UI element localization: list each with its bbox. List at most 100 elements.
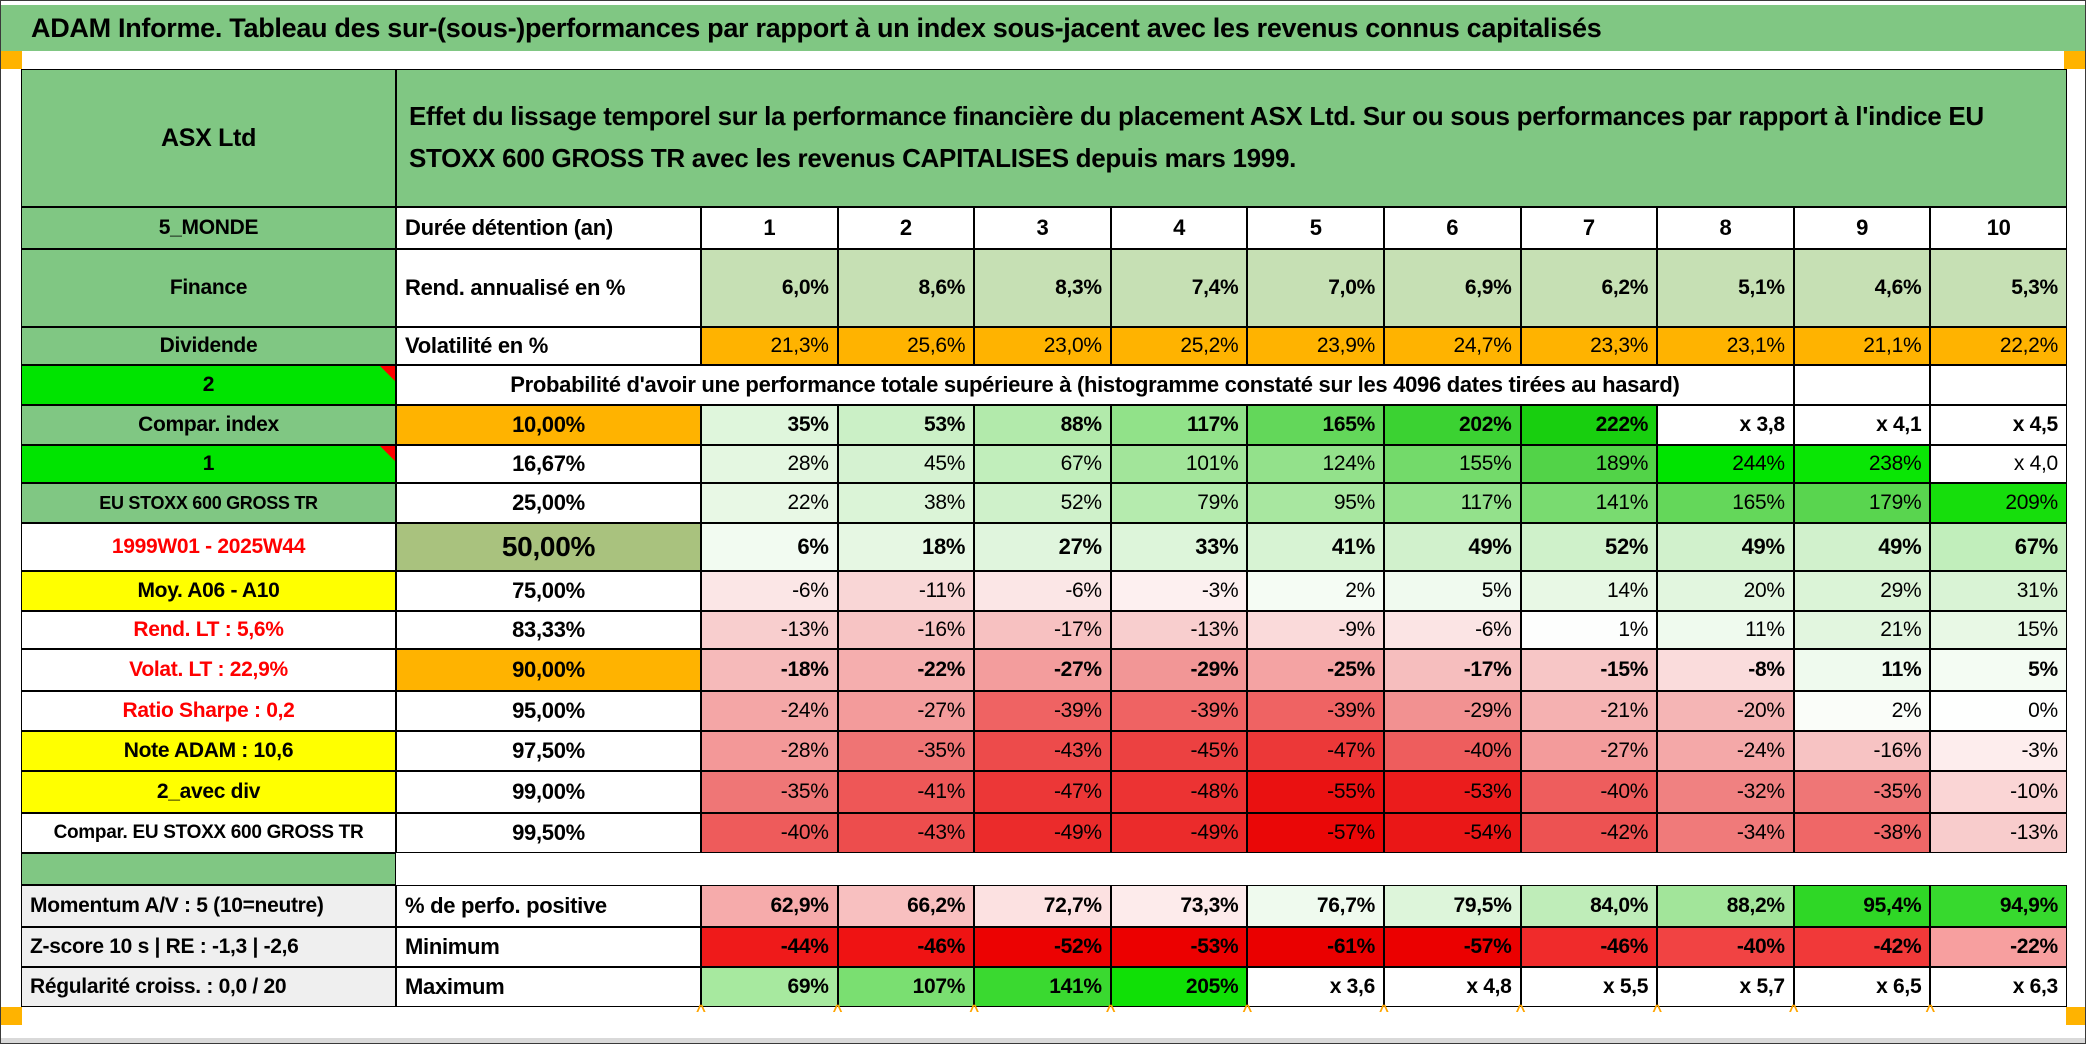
proba-50-value-cell[interactable]: 49%	[1657, 523, 1794, 571]
proba-83-value-cell[interactable]: -9%	[1247, 611, 1384, 649]
proba-16-67-value-cell[interactable]: 238%	[1793, 445, 1931, 483]
probabilite-titre-label-cell[interactable]: 2	[21, 365, 396, 405]
proba-90-value-cell[interactable]: -18%	[701, 649, 838, 691]
proba-97-5-value-cell[interactable]: -3%	[1930, 731, 2067, 771]
proba-25-label-cell[interactable]: EU STOXX 600 GROSS TR	[21, 483, 396, 523]
proba-99-value-cell[interactable]: -40%	[1520, 771, 1658, 813]
proba-75-header-cell[interactable]: 75,00%	[396, 571, 701, 611]
proba-97-5-value-cell[interactable]: -24%	[1657, 731, 1794, 771]
maximum-value-cell[interactable]: 107%	[837, 967, 975, 1007]
duree-detention-value-cell[interactable]: 1	[701, 207, 838, 249]
proba-99-5-value-cell[interactable]: -42%	[1520, 813, 1658, 853]
proba-10-value-cell[interactable]: x 3,8	[1657, 405, 1794, 445]
minimum-value-cell[interactable]: -40%	[1657, 927, 1794, 967]
proba-75-value-cell[interactable]: 14%	[1520, 571, 1658, 611]
proba-99-5-value-cell[interactable]: -57%	[1247, 813, 1384, 853]
duree-detention-value-cell[interactable]: 3	[974, 207, 1111, 249]
volatilite-value-cell[interactable]: 25,2%	[1110, 327, 1248, 365]
proba-16-67-value-cell[interactable]: 67%	[974, 445, 1111, 483]
minimum-label-cell[interactable]: Z-score 10 s | RE : -1,3 | -2,6	[21, 927, 396, 967]
proba-90-label-cell[interactable]: Volat. LT : 22,9%	[21, 649, 396, 691]
proba-95-header-cell[interactable]: 95,00%	[396, 691, 701, 731]
duree-detention-header-cell[interactable]: Durée détention (an)	[396, 207, 701, 249]
maximum-value-cell[interactable]: 205%	[1110, 967, 1248, 1007]
rendement-annualise-value-cell[interactable]: 5,1%	[1657, 249, 1794, 327]
proba-83-value-cell[interactable]: -16%	[837, 611, 975, 649]
minimum-header-cell[interactable]: Minimum	[396, 927, 701, 967]
proba-25-value-cell[interactable]: 165%	[1657, 483, 1794, 523]
rendement-annualise-value-cell[interactable]: 8,3%	[974, 249, 1111, 327]
proba-83-value-cell[interactable]: -17%	[974, 611, 1111, 649]
proba-83-value-cell[interactable]: 15%	[1930, 611, 2067, 649]
proba-99-5-value-cell[interactable]: -38%	[1793, 813, 1931, 853]
proba-97-5-value-cell[interactable]: -45%	[1110, 731, 1248, 771]
volatilite-value-cell[interactable]: 23,9%	[1247, 327, 1384, 365]
proba-90-value-cell[interactable]: 5%	[1930, 649, 2067, 691]
proba-90-value-cell[interactable]: -15%	[1520, 649, 1658, 691]
perfo-positive-label-cell[interactable]: Momentum A/V : 5 (10=neutre)	[21, 885, 396, 927]
proba-99-value-cell[interactable]: -41%	[837, 771, 975, 813]
maximum-header-cell[interactable]: Maximum	[396, 967, 701, 1007]
proba-25-value-cell[interactable]: 141%	[1520, 483, 1658, 523]
proba-25-value-cell[interactable]: 117%	[1383, 483, 1521, 523]
proba-97-5-label-cell[interactable]: Note ADAM : 10,6	[21, 731, 396, 771]
proba-16-67-value-cell[interactable]: 124%	[1247, 445, 1384, 483]
proba-16-67-value-cell[interactable]: 155%	[1383, 445, 1521, 483]
rendement-annualise-value-cell[interactable]: 7,4%	[1110, 249, 1248, 327]
perfo-positive-value-cell[interactable]: 76,7%	[1247, 885, 1384, 927]
proba-10-value-cell[interactable]: x 4,1	[1793, 405, 1931, 445]
proba-99-5-value-cell[interactable]: -54%	[1383, 813, 1521, 853]
proba-50-value-cell[interactable]: 49%	[1793, 523, 1931, 571]
proba-16-67-value-cell[interactable]: 101%	[1110, 445, 1248, 483]
proba-83-label-cell[interactable]: Rend. LT : 5,6%	[21, 611, 396, 649]
maximum-value-cell[interactable]: x 4,8	[1383, 967, 1521, 1007]
proba-50-value-cell[interactable]: 6%	[701, 523, 838, 571]
proba-83-value-cell[interactable]: 1%	[1520, 611, 1658, 649]
proba-97-5-value-cell[interactable]: -27%	[1520, 731, 1658, 771]
proba-95-value-cell[interactable]: -39%	[1247, 691, 1384, 731]
proba-95-value-cell[interactable]: -21%	[1520, 691, 1658, 731]
proba-75-value-cell[interactable]: 2%	[1247, 571, 1384, 611]
proba-95-value-cell[interactable]: -39%	[1110, 691, 1248, 731]
probabilite-titre-empty-cell[interactable]	[1930, 365, 2067, 405]
proba-50-value-cell[interactable]: 49%	[1383, 523, 1521, 571]
maximum-value-cell[interactable]: x 3,6	[1247, 967, 1384, 1007]
duree-detention-label-cell[interactable]: 5_MONDE	[21, 207, 396, 249]
proba-95-value-cell[interactable]: -20%	[1657, 691, 1794, 731]
proba-50-value-cell[interactable]: 18%	[837, 523, 975, 571]
minimum-value-cell[interactable]: -61%	[1247, 927, 1384, 967]
proba-10-value-cell[interactable]: 222%	[1520, 405, 1658, 445]
minimum-value-cell[interactable]: -42%	[1793, 927, 1931, 967]
table-description-cell[interactable]: Effet du lissage temporel sur la perform…	[396, 69, 2067, 207]
proba-25-value-cell[interactable]: 22%	[701, 483, 838, 523]
proba-10-value-cell[interactable]: x 4,5	[1930, 405, 2067, 445]
proba-95-value-cell[interactable]: -39%	[974, 691, 1111, 731]
duree-detention-value-cell[interactable]: 5	[1247, 207, 1384, 249]
proba-99-5-value-cell[interactable]: -40%	[701, 813, 838, 853]
rendement-annualise-value-cell[interactable]: 6,0%	[701, 249, 838, 327]
volatilite-value-cell[interactable]: 25,6%	[837, 327, 975, 365]
proba-99-5-value-cell[interactable]: -49%	[1110, 813, 1248, 853]
duree-detention-value-cell[interactable]: 9	[1793, 207, 1931, 249]
proba-90-value-cell[interactable]: -29%	[1110, 649, 1248, 691]
proba-99-header-cell[interactable]: 99,00%	[396, 771, 701, 813]
rendement-annualise-value-cell[interactable]: 8,6%	[837, 249, 975, 327]
proba-75-value-cell[interactable]: 5%	[1383, 571, 1521, 611]
maximum-value-cell[interactable]: x 5,7	[1657, 967, 1794, 1007]
proba-83-value-cell[interactable]: -6%	[1383, 611, 1521, 649]
maximum-value-cell[interactable]: x 5,5	[1520, 967, 1658, 1007]
perfo-positive-value-cell[interactable]: 95,4%	[1793, 885, 1931, 927]
proba-95-value-cell[interactable]: -27%	[837, 691, 975, 731]
duree-detention-value-cell[interactable]: 4	[1110, 207, 1248, 249]
proba-90-value-cell[interactable]: 11%	[1793, 649, 1931, 691]
proba-99-label-cell[interactable]: 2_avec div	[21, 771, 396, 813]
proba-99-5-value-cell[interactable]: -43%	[837, 813, 975, 853]
proba-97-5-value-cell[interactable]: -28%	[701, 731, 838, 771]
proba-10-header-cell[interactable]: 10,00%	[396, 405, 701, 445]
proba-50-value-cell[interactable]: 67%	[1930, 523, 2067, 571]
proba-83-value-cell[interactable]: 11%	[1657, 611, 1794, 649]
separator-label-cell[interactable]	[21, 853, 396, 885]
proba-50-value-cell[interactable]: 41%	[1247, 523, 1384, 571]
rendement-annualise-value-cell[interactable]: 7,0%	[1247, 249, 1384, 327]
proba-95-value-cell[interactable]: -29%	[1383, 691, 1521, 731]
